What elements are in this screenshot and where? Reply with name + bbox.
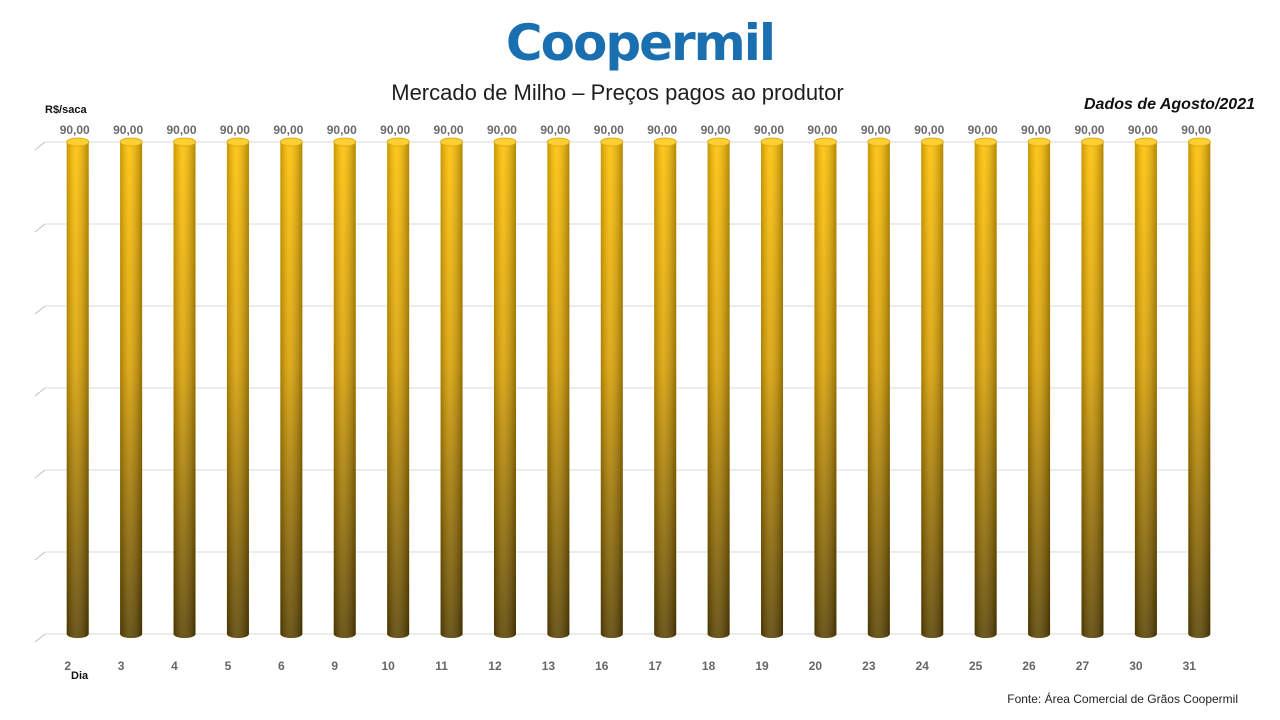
- x-tick-label: 18: [702, 659, 716, 673]
- x-tick-labels: 2 3 4 5 6 9 10 11 12 13 16 17 18 19 20 23 24 25 26 27 30 31: [64, 659, 1196, 673]
- bar: [493, 137, 517, 638]
- bar: [1187, 137, 1211, 638]
- axis-perspective-tick: [34, 633, 46, 643]
- bar: [653, 137, 677, 638]
- data-label: 90,00: [220, 123, 250, 137]
- axis-perspective-tick: [34, 469, 46, 479]
- x-tick-label: 16: [595, 659, 609, 673]
- bar: [1027, 137, 1051, 638]
- data-label: 90,00: [327, 123, 357, 137]
- data-label: 90,00: [113, 123, 143, 137]
- x-tick-label: 23: [862, 659, 876, 673]
- bar: [226, 137, 250, 638]
- data-label: 90,00: [1181, 123, 1211, 137]
- bars: [66, 137, 1211, 638]
- bar: [119, 137, 143, 638]
- coopermil-logo: Coopermil: [505, 14, 776, 72]
- x-tick-label: 24: [916, 659, 930, 673]
- data-labels: 90,00 90,00 90,00 90,00 90,00 90,00 90,00 90,00…: [60, 123, 1212, 137]
- bar: [974, 137, 998, 638]
- bar: [867, 137, 891, 638]
- data-label: 90,00: [273, 123, 303, 137]
- bar: [814, 137, 837, 638]
- bar: [707, 137, 731, 638]
- data-label: 90,00: [540, 123, 570, 137]
- source-note: Fonte: Área Comercial de Grãos Coopermil: [1007, 692, 1238, 706]
- x-tick-label: 31: [1183, 659, 1197, 673]
- bar: [386, 137, 410, 638]
- bar: [440, 137, 463, 638]
- data-label: 90,00: [487, 123, 517, 137]
- axis-perspective-tick: [34, 223, 46, 233]
- data-label: 90,00: [861, 123, 891, 137]
- x-tick-label: 25: [969, 659, 983, 673]
- x-tick-label: 3: [118, 659, 125, 673]
- data-label: 90,00: [807, 123, 837, 137]
- x-tick-label: 19: [755, 659, 769, 673]
- x-tick-label: 30: [1129, 659, 1143, 673]
- x-tick-label: 4: [171, 659, 178, 673]
- data-label: 90,00: [754, 123, 784, 137]
- data-label: 90,00: [647, 123, 677, 137]
- data-label: 90,00: [60, 123, 90, 137]
- x-axis-label: Dia: [71, 670, 89, 682]
- axis-perspective-tick: [34, 141, 46, 151]
- axis-perspective-tick: [34, 551, 46, 561]
- bar: [66, 137, 90, 638]
- x-tick-label: 10: [381, 659, 395, 673]
- data-label: 90,00: [701, 123, 731, 137]
- data-label: 90,00: [968, 123, 998, 137]
- x-tick-label: 9: [331, 659, 338, 673]
- axis-perspective-tick: [34, 305, 46, 315]
- data-label: 90,00: [914, 123, 944, 137]
- x-tick-label: 2: [64, 659, 71, 673]
- data-label: 90,00: [594, 123, 624, 137]
- data-label: 90,00: [434, 123, 464, 137]
- chart-title: Mercado de Milho – Preços pagos ao produ…: [391, 80, 844, 105]
- bar: [920, 137, 944, 638]
- bar: [333, 137, 357, 638]
- bar: [760, 137, 784, 638]
- data-label: 90,00: [1021, 123, 1051, 137]
- bar: [1081, 137, 1104, 638]
- bar: [1134, 137, 1158, 638]
- bar: [173, 137, 196, 638]
- x-tick-label: 11: [435, 659, 448, 673]
- bar: [546, 137, 570, 638]
- x-tick-label: 26: [1022, 659, 1036, 673]
- x-tick-label: 20: [809, 659, 823, 673]
- data-label: 90,00: [1074, 123, 1104, 137]
- axis-perspective-tick: [34, 387, 46, 397]
- x-tick-label: 27: [1076, 659, 1090, 673]
- period-label: Dados de Agosto/2021: [1083, 96, 1255, 113]
- bar: [600, 137, 624, 638]
- x-tick-label: 17: [649, 659, 663, 673]
- data-label: 90,00: [1128, 123, 1158, 137]
- x-tick-label: 5: [225, 659, 232, 673]
- x-tick-label: 13: [542, 659, 556, 673]
- x-tick-label: 12: [488, 659, 502, 673]
- data-label: 90,00: [380, 123, 410, 137]
- data-label: 90,00: [167, 123, 197, 137]
- x-tick-label: 6: [278, 659, 285, 673]
- bar: [279, 137, 303, 638]
- y-axis-label: R$/saca: [45, 104, 87, 116]
